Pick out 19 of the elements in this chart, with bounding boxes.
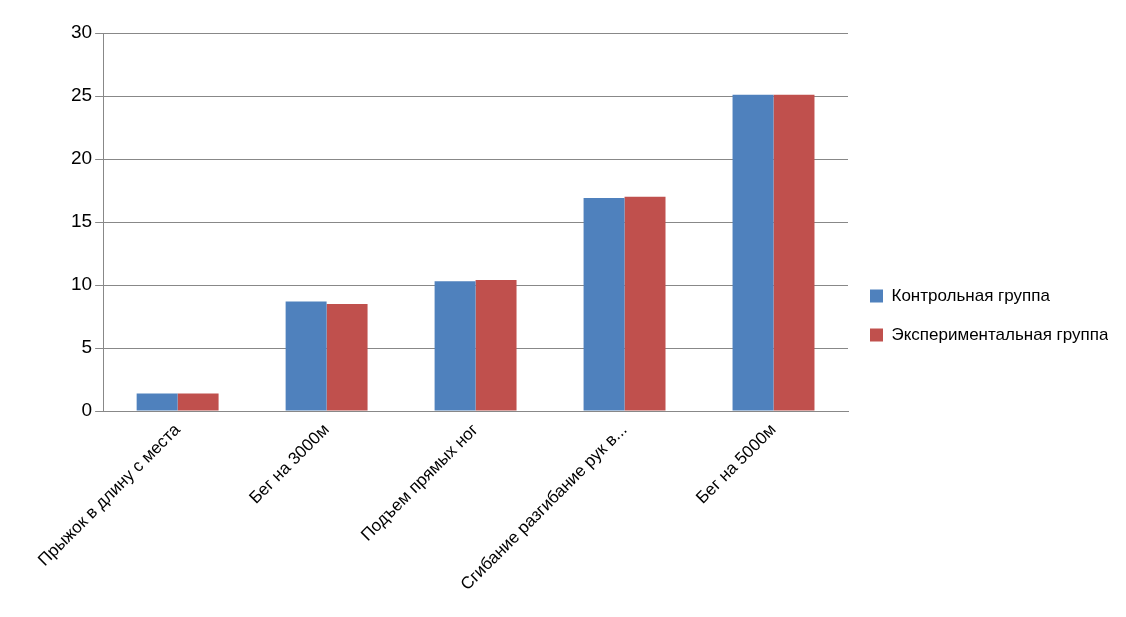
bar — [326, 303, 368, 411]
y-tick-label: 15 — [70, 210, 93, 232]
bar — [177, 393, 219, 411]
bar — [732, 94, 774, 411]
bar — [434, 281, 476, 411]
y-tick-label: 25 — [70, 84, 93, 106]
y-tick-label: 0 — [81, 399, 93, 421]
bar — [475, 279, 517, 411]
bar — [773, 94, 815, 411]
bar — [583, 198, 625, 411]
y-tick-label: 5 — [81, 336, 93, 358]
bar — [624, 196, 666, 411]
y-tick-label: 20 — [70, 147, 93, 169]
bar — [285, 301, 327, 411]
y-tick-label: 10 — [70, 273, 93, 295]
bar — [136, 393, 178, 411]
legend-label: Экспериментальная группа — [891, 324, 1109, 344]
y-tick-label: 30 — [70, 21, 93, 43]
legend-label: Контрольная группа — [891, 285, 1051, 305]
